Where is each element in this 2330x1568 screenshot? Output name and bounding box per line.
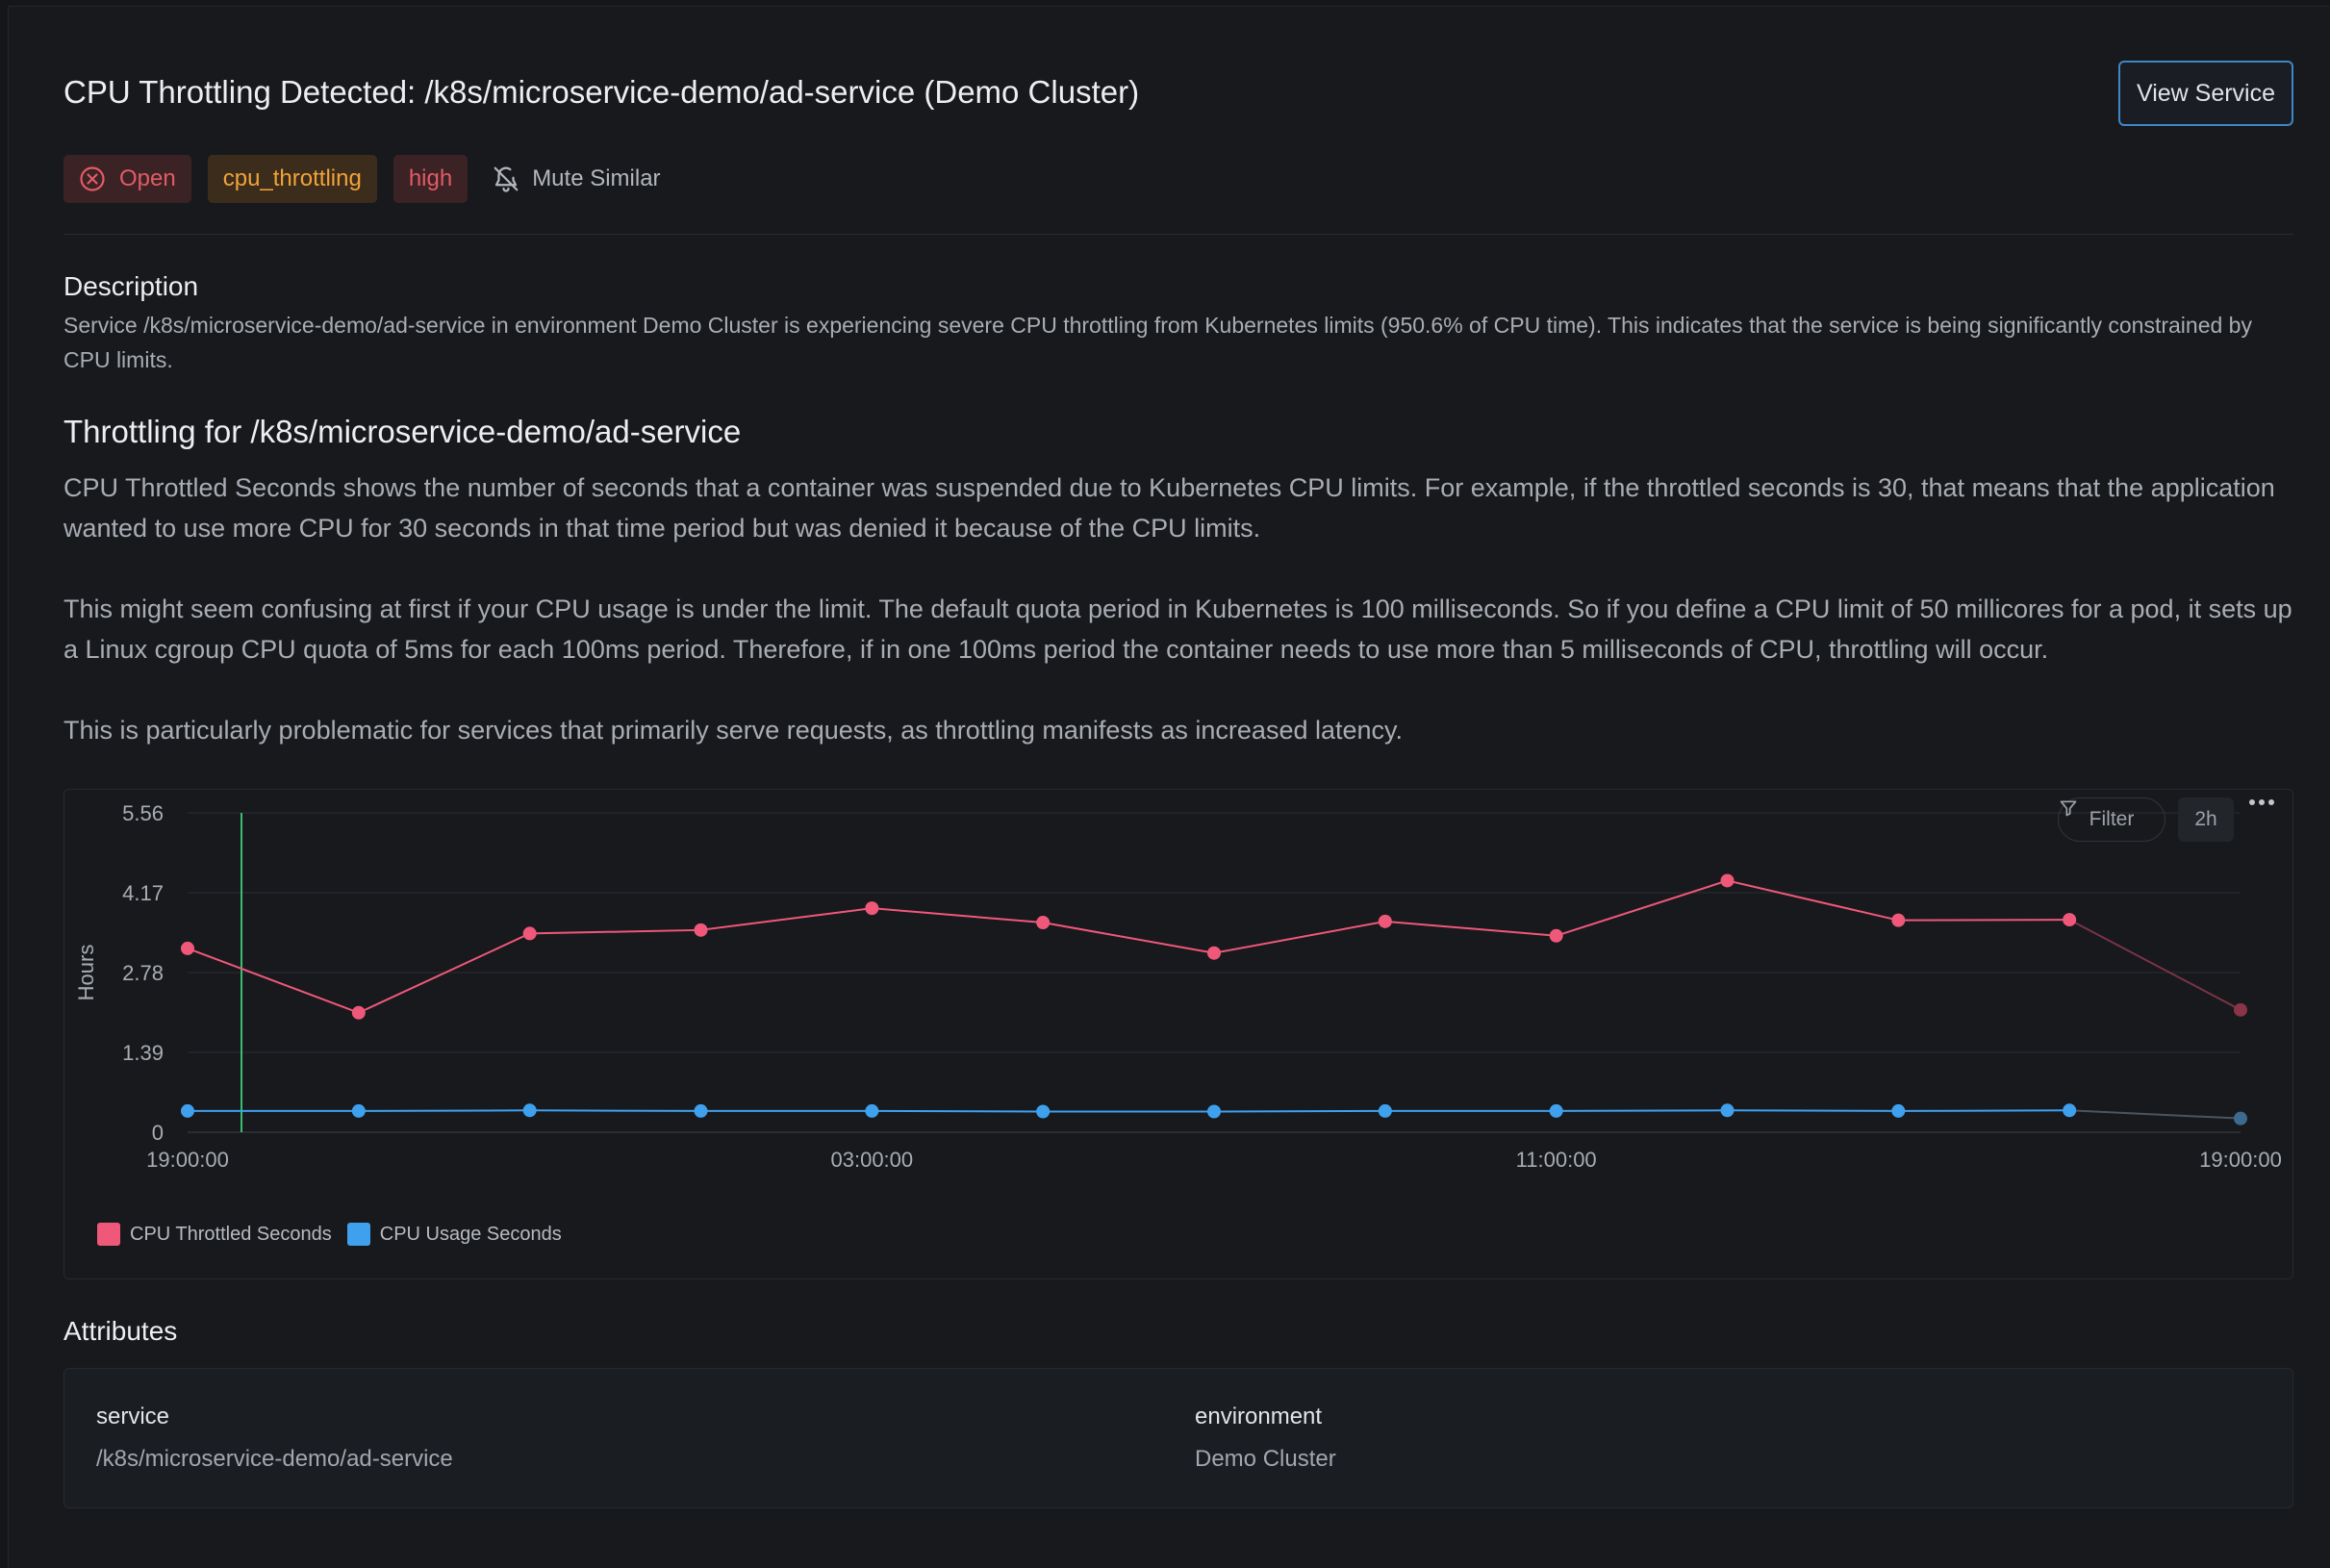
legend-item-usage[interactable]: CPU Usage Seconds (346, 1223, 562, 1246)
legend-swatch-throttled (97, 1223, 120, 1246)
data-point (1207, 1104, 1221, 1119)
data-point (1378, 914, 1392, 928)
type-badge: cpu_throttling (207, 155, 377, 203)
series-line-faded-1 (2069, 1109, 2241, 1120)
y-tick-label: 2.78 (122, 961, 164, 985)
severity-badge: high (393, 155, 469, 203)
legend-swatch-usage (346, 1223, 370, 1246)
page-title: CPU Throttling Detected: /k8s/microservi… (63, 74, 1140, 110)
bell-off-icon (494, 166, 519, 192)
data-point (1549, 928, 1563, 943)
throttling-paragraph-2: This might seem confusing at first if yo… (63, 594, 2292, 664)
close-circle-icon (80, 166, 105, 191)
data-point (1549, 1103, 1563, 1118)
series-line-faded-0 (2068, 919, 2241, 1011)
series-line-1 (188, 1109, 2070, 1113)
divider (63, 234, 2293, 235)
data-point (1378, 1103, 1392, 1118)
badge-row: Open cpu_throttling high Mute Similar (63, 153, 2293, 205)
time-range-button[interactable]: 2h (2178, 797, 2234, 842)
data-point (2063, 1103, 2077, 1118)
description-heading: Description (63, 271, 199, 301)
data-point (2063, 913, 2077, 927)
attribute-value: /k8s/microservice-demo/ad-service (96, 1446, 453, 1472)
chart-legend: CPU Throttled Seconds CPU Usage Seconds (97, 1223, 577, 1246)
y-tick-label: 5.56 (122, 801, 164, 825)
x-tick-label: 19:00:00 (146, 1148, 229, 1172)
status-badge[interactable]: Open (63, 155, 191, 203)
data-point (865, 1103, 879, 1118)
throttling-heading: Throttling for /k8s/microservice-demo/ad… (63, 414, 742, 449)
x-tick-label: 19:00:00 (2199, 1148, 2282, 1172)
data-point (1720, 1103, 1735, 1118)
data-point (1036, 916, 1051, 930)
data-point (522, 926, 537, 941)
x-tick-label: 03:00:00 (831, 1148, 914, 1172)
attributes-box: service /k8s/microservice-demo/ad-servic… (63, 1368, 2293, 1508)
attributes-heading: Attributes (63, 1316, 178, 1346)
chart-more-button[interactable] (2248, 797, 2283, 842)
attribute-value: Demo Cluster (1195, 1446, 1336, 1472)
data-point (694, 923, 708, 937)
data-point (694, 1103, 708, 1118)
chart-canvas: 0 1.39 2.78 4.17 5.56 19:00:00 03:00:00 11:00:0… (74, 801, 2282, 1172)
y-axis-label: Hours (74, 945, 98, 1001)
description-text: Service /k8s/microservice-demo/ad-servic… (63, 313, 2252, 372)
data-point (1891, 913, 1906, 927)
throttling-paragraph-1: CPU Throttled Seconds shows the number o… (63, 473, 2275, 543)
data-point (351, 1005, 366, 1020)
throttling-chart: 0 1.39 2.78 4.17 5.56 19:00:00 03:00:00 11:00:0… (63, 789, 2293, 1279)
attribute-service: service /k8s/microservice-demo/ad-servic… (96, 1404, 453, 1473)
alert-content: CPU Throttling Detected: /k8s/microservi… (63, 55, 2293, 1508)
legend-label-throttled: CPU Throttled Seconds (130, 1223, 332, 1245)
data-point (1207, 946, 1221, 960)
data-point (181, 1103, 194, 1118)
more-horizontal-icon (2249, 799, 2274, 805)
throttling-paragraph-3: This is particularly problematic for ser… (63, 716, 1404, 745)
data-point (865, 901, 879, 916)
attribute-key: service (96, 1404, 170, 1429)
filter-icon (2060, 800, 2077, 817)
data-point (2234, 1111, 2247, 1125)
y-tick-label: 4.17 (122, 881, 164, 905)
filter-label: Filter (2089, 808, 2135, 830)
data-point (1720, 873, 1735, 888)
view-service-button[interactable]: View Service (2118, 61, 2293, 126)
data-point (351, 1103, 366, 1118)
alert-header: CPU Throttling Detected: /k8s/microservi… (63, 55, 2293, 134)
status-label: Open (119, 165, 176, 191)
mute-label: Mute Similar (532, 165, 661, 191)
alert-panel: CPU Throttling Detected: /k8s/microservi… (8, 6, 2330, 1568)
attribute-environment: environment Demo Cluster (1195, 1404, 1336, 1473)
y-tick-label: 0 (152, 1121, 164, 1145)
series-line-0 (187, 879, 2070, 1014)
data-point (2234, 1002, 2247, 1017)
data-point (1036, 1104, 1051, 1119)
legend-label-usage: CPU Usage Seconds (379, 1223, 562, 1245)
data-point (181, 941, 194, 955)
mute-similar-button[interactable]: Mute Similar (492, 164, 661, 193)
data-point (1891, 1103, 1906, 1118)
x-tick-label: 11:00:00 (1516, 1148, 1597, 1172)
chart-filter-button[interactable]: Filter (2058, 797, 2165, 842)
attribute-key: environment (1195, 1404, 1323, 1429)
data-point (522, 1103, 537, 1118)
legend-item-throttled[interactable]: CPU Throttled Seconds (97, 1223, 332, 1246)
y-tick-label: 1.39 (122, 1041, 164, 1065)
